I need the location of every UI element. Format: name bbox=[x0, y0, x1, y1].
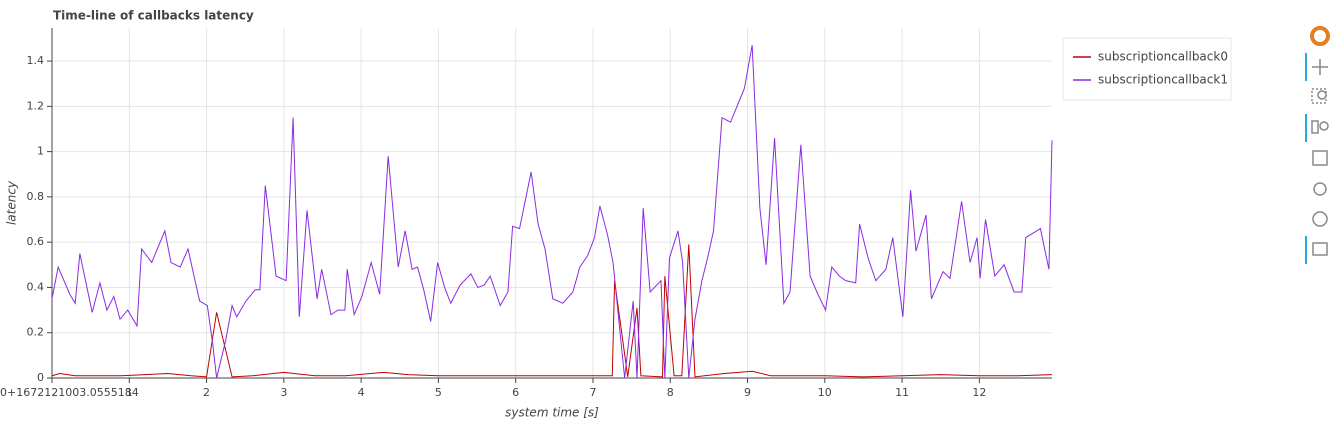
y-tick-label: 1.4 bbox=[27, 54, 45, 67]
reset-tool[interactable] bbox=[1313, 182, 1327, 196]
y-tick-label: 0.2 bbox=[27, 326, 45, 339]
active-indicator bbox=[1305, 114, 1307, 142]
x-tick-label: 4 bbox=[358, 386, 365, 399]
y-tick-label: 0 bbox=[37, 371, 44, 384]
save-tool[interactable] bbox=[1312, 150, 1328, 166]
wheel-zoom-tool[interactable] bbox=[1311, 120, 1329, 134]
x-tick-label: 2 bbox=[203, 386, 210, 399]
x-tick-label: 10 bbox=[818, 386, 832, 399]
x-tick-label: 11 bbox=[895, 386, 909, 399]
x-axis-label: system time [s] bbox=[505, 406, 599, 420]
box-zoom-tool[interactable] bbox=[1311, 88, 1327, 104]
x-tick-label: 8 bbox=[667, 386, 674, 399]
y-axis-label: latency bbox=[5, 180, 19, 225]
x-tick-label: 0+1672121003.0555184 bbox=[0, 386, 139, 399]
series-line bbox=[51, 45, 1053, 379]
toolbar bbox=[1305, 26, 1330, 264]
pan-tool[interactable] bbox=[1312, 59, 1328, 75]
x-tick-label: 1 bbox=[126, 386, 133, 399]
bokeh-logo[interactable] bbox=[1310, 26, 1330, 46]
y-tick-label: 0.4 bbox=[27, 280, 45, 293]
x-tick-label: 3 bbox=[280, 386, 287, 399]
legend-box bbox=[1062, 37, 1232, 101]
hover-tool[interactable] bbox=[1312, 242, 1328, 256]
chart-title: Time-line of callbacks latency bbox=[53, 9, 254, 23]
series-line bbox=[51, 244, 1053, 378]
y-tick-label: 0.8 bbox=[27, 190, 45, 203]
legend-label: subscriptioncallback1 bbox=[1098, 73, 1228, 87]
x-tick-label: 5 bbox=[435, 386, 442, 399]
x-tick-label: 9 bbox=[744, 386, 751, 399]
help-tool[interactable] bbox=[1312, 211, 1328, 227]
legend-label: subscriptioncallback0 bbox=[1098, 50, 1228, 64]
x-tick-label: 7 bbox=[589, 386, 596, 399]
x-tick-label: 6 bbox=[512, 386, 519, 399]
x-tick-label: 12 bbox=[972, 386, 986, 399]
active-indicator bbox=[1305, 53, 1307, 81]
active-indicator bbox=[1305, 236, 1307, 264]
y-tick-label: 1.2 bbox=[27, 99, 45, 112]
y-tick-label: 1 bbox=[37, 145, 44, 158]
y-tick-label: 0.6 bbox=[27, 235, 45, 248]
